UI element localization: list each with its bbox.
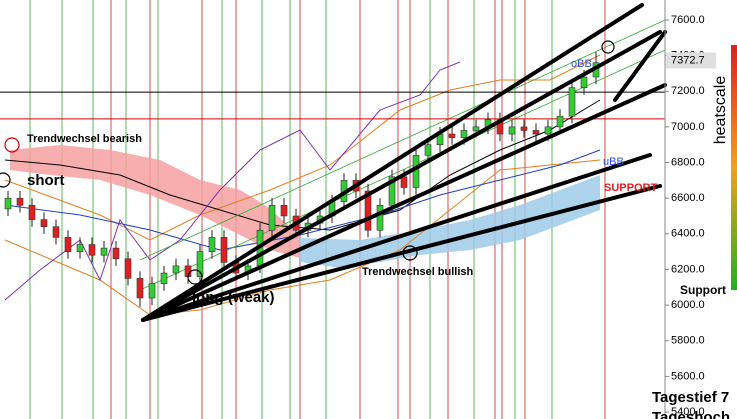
annotation: oBB (571, 58, 592, 70)
candle-body (388, 176, 396, 206)
candle-body (136, 278, 144, 299)
y-tick-label: 5400.0 (671, 406, 705, 418)
base-line (4, 149, 601, 251)
day-high: Tageshoch (652, 409, 730, 419)
y-axis: 5400.0 5600.0 5800.0 6000.0 6200.0 6400.0 6600… (665, 14, 716, 418)
candle-body (28, 205, 36, 220)
candle-body (220, 237, 228, 263)
support-label: Support (680, 283, 726, 297)
moving-average (4, 99, 601, 231)
upper-band (4, 54, 601, 241)
channel-line (139, 19, 666, 261)
y-tick-label: 7200.0 (671, 85, 705, 97)
heatscale-label: heatscale (712, 76, 729, 145)
candle-body (460, 130, 468, 138)
candle-body (424, 144, 432, 156)
annotation: uBB (603, 156, 624, 168)
candle-body (88, 244, 96, 256)
candle-body (520, 126, 528, 131)
candle-body (448, 133, 456, 138)
candle-body (580, 76, 588, 88)
candle-body (16, 197, 24, 206)
candle-body (400, 176, 408, 188)
candle-body (508, 126, 516, 135)
y-tick-label: 7600.0 (671, 14, 705, 26)
candle-body (544, 126, 552, 135)
candle-body (100, 247, 108, 256)
candle-body (364, 190, 372, 231)
y-tick-label: 6400.0 (671, 228, 705, 240)
y-tick-label: 5800.0 (671, 335, 705, 347)
candle-body (376, 205, 384, 231)
candle-body (532, 130, 540, 135)
candle-body (52, 226, 60, 238)
annotation: Trendwechsel bearish (27, 133, 142, 145)
annotation: short (27, 172, 65, 189)
candle-body (172, 265, 180, 274)
y-tick-label: 5600.0 (671, 370, 705, 382)
candle-body (4, 197, 12, 210)
candle-body (196, 251, 204, 277)
candle-body (124, 258, 132, 279)
candle-body (280, 205, 288, 217)
candle-body (568, 87, 576, 117)
candle-body (472, 126, 480, 131)
y-tick-label: 7000.0 (671, 121, 705, 133)
candle-body (112, 247, 120, 260)
candle-body (160, 272, 168, 285)
candle-body (64, 237, 72, 252)
annotation: long (weak) (192, 289, 275, 306)
candle-body (208, 237, 216, 252)
channel-line (139, 49, 666, 291)
lower-band (4, 159, 601, 316)
last-price-box (666, 52, 716, 69)
candle-body (556, 115, 564, 128)
candles (4, 52, 600, 307)
annotation: Trendwechsel bullish (362, 266, 474, 278)
annotation: SUPPORT (604, 182, 657, 194)
y-tick-label: 6200.0 (671, 263, 705, 275)
cloud-bearish (10, 145, 300, 258)
heatscale-bar (731, 45, 737, 290)
candle-body (412, 155, 420, 188)
trend-lines (141, 3, 667, 322)
y-tick-label: 6000.0 (671, 299, 705, 311)
markers (0, 40, 615, 285)
candle-body (40, 219, 48, 227)
candle-body (76, 244, 84, 252)
last-price-label: 7372.7 (671, 54, 705, 66)
y-tick-label: 6600.0 (671, 192, 705, 204)
y-tick-label: 6800.0 (671, 156, 705, 168)
day-low: Tagestief 7 (652, 389, 729, 406)
lagging-line (4, 61, 461, 301)
candle-body (148, 283, 156, 299)
candle-body (268, 205, 276, 231)
